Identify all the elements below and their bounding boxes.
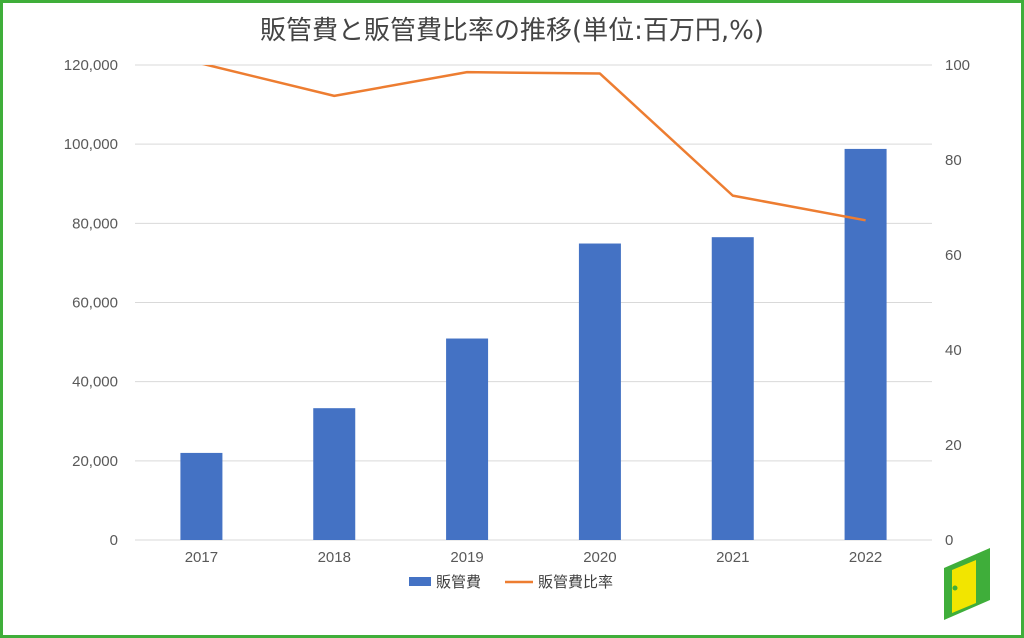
left-axis-ticks: 0 20,000 40,000 60,000 80,000 100,000 120,000 bbox=[64, 57, 118, 549]
left-tick-label: 60,000 bbox=[72, 295, 118, 312]
ratio-line bbox=[201, 65, 866, 222]
right-tick-label: 100 bbox=[945, 57, 970, 74]
chart-title: 販管費と販管費比率の推移(単位:百万円,%) bbox=[259, 16, 765, 46]
right-tick-label: 40 bbox=[945, 342, 962, 359]
left-tick-label: 20,000 bbox=[72, 453, 118, 470]
bar bbox=[180, 452, 223, 540]
x-axis-ticks: 2017 2018 2019 2020 2021 2022 bbox=[185, 549, 883, 566]
x-tick-label: 2022 bbox=[849, 549, 882, 566]
green-door-icon bbox=[944, 548, 990, 620]
gridlines bbox=[135, 64, 932, 541]
legend: 販管費 販管費比率 bbox=[409, 573, 613, 591]
right-tick-label: 20 bbox=[945, 437, 962, 454]
left-tick-label: 80,000 bbox=[72, 215, 118, 232]
x-tick-label: 2018 bbox=[318, 549, 351, 566]
legend-label-bar: 販管費 bbox=[436, 573, 481, 591]
right-tick-label: 0 bbox=[945, 532, 953, 549]
bar bbox=[578, 243, 621, 541]
bar bbox=[313, 408, 356, 540]
left-tick-label: 0 bbox=[110, 532, 118, 549]
x-tick-label: 2017 bbox=[185, 549, 218, 566]
legend-label-line: 販管費比率 bbox=[538, 573, 613, 591]
left-tick-label: 100,000 bbox=[64, 136, 118, 153]
logo-door-knob bbox=[952, 585, 958, 591]
logo-door-panel bbox=[952, 560, 976, 613]
x-tick-label: 2020 bbox=[583, 549, 616, 566]
right-tick-label: 60 bbox=[945, 247, 962, 264]
bar bbox=[446, 338, 489, 540]
bar-series bbox=[180, 148, 887, 541]
left-tick-label: 40,000 bbox=[72, 374, 118, 391]
x-tick-label: 2019 bbox=[450, 549, 483, 566]
bar bbox=[711, 237, 754, 540]
left-tick-label: 120,000 bbox=[64, 57, 118, 74]
right-axis-ticks: 0 20 40 60 80 100 bbox=[945, 57, 970, 549]
bar bbox=[844, 148, 887, 540]
line-series bbox=[201, 65, 866, 222]
x-tick-label: 2021 bbox=[716, 549, 749, 566]
legend-swatch-bar bbox=[409, 577, 431, 586]
right-tick-label: 80 bbox=[945, 152, 962, 169]
